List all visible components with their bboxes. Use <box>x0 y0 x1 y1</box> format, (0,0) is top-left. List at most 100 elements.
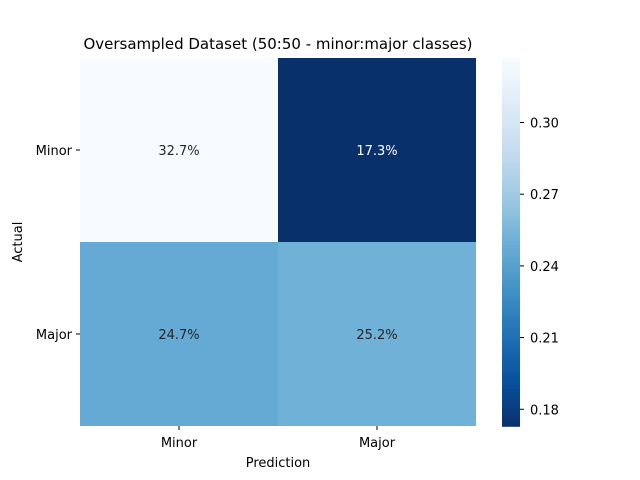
colorbar-segment <box>502 229 520 234</box>
colorbar-segment <box>502 85 520 90</box>
x-axis: Minor Major <box>161 426 396 451</box>
colorbar-segment <box>502 223 520 228</box>
colorbar-segment <box>502 266 520 271</box>
colorbar-segment <box>502 346 520 351</box>
colorbar-segment <box>502 220 520 225</box>
colorbar-segment <box>502 242 520 246</box>
colorbar-segment <box>502 401 520 406</box>
colorbar-segment <box>502 315 520 320</box>
colorbar-segment <box>502 386 520 390</box>
colorbar-segment <box>502 275 520 280</box>
colorbar-segment <box>502 349 520 354</box>
colorbar-segment <box>502 398 520 403</box>
colorbar-segment <box>502 79 520 84</box>
colorbar-segment <box>502 312 520 317</box>
colorbar-segment <box>502 373 520 378</box>
colorbar-segment <box>502 122 520 127</box>
colorbar-segment <box>502 116 520 121</box>
colorbar-segment <box>502 146 520 151</box>
chart-title: Oversampled Dataset (50:50 - minor:major… <box>83 35 472 53</box>
colorbar-segment <box>502 309 520 314</box>
colorbar-segment <box>502 128 520 133</box>
colorbar-segment <box>502 376 520 381</box>
colorbar-segment <box>502 180 520 185</box>
colorbar-segment <box>502 214 520 219</box>
colorbar-segment <box>502 153 520 157</box>
colorbar-segment <box>502 82 520 87</box>
colorbar-segment <box>502 245 520 249</box>
colorbar-segment <box>502 413 520 418</box>
colorbar-segment <box>502 113 520 118</box>
colorbar-segment <box>502 422 520 427</box>
colorbar-segment <box>502 251 520 256</box>
colorbar-tick-label: 0.24 <box>530 260 559 275</box>
colorbar-segment <box>502 380 520 384</box>
colorbar-segment <box>502 131 520 136</box>
colorbar-segment <box>502 389 520 394</box>
colorbar-segment <box>502 291 520 295</box>
colorbar-segment <box>502 410 520 415</box>
colorbar-segment <box>502 330 520 335</box>
colorbar-segment <box>502 150 520 154</box>
colorbar-segment <box>502 392 520 397</box>
colorbar-segment <box>502 192 520 197</box>
colorbar-segment <box>502 196 520 200</box>
colorbar-segment <box>502 97 520 102</box>
colorbar-segment <box>502 125 520 130</box>
colorbar-segment <box>502 263 520 268</box>
colorbar-segment <box>502 300 520 305</box>
heatmap-cell <box>80 58 278 242</box>
cell-value-label: 17.3% <box>356 144 397 159</box>
colorbar-segment <box>502 162 520 167</box>
colorbar-segment <box>502 119 520 124</box>
colorbar-segment <box>502 67 520 72</box>
colorbar-segment <box>502 76 520 81</box>
colorbar-segment <box>502 156 520 160</box>
colorbar-segment <box>502 238 520 243</box>
colorbar-segment <box>502 137 520 142</box>
colorbar-segment <box>502 419 520 424</box>
x-axis-label: Prediction <box>246 456 311 471</box>
colorbar-segment <box>502 294 520 298</box>
colorbar-segment <box>502 171 520 176</box>
colorbar-segment <box>502 303 520 308</box>
colorbar-tick-label: 0.30 <box>530 117 559 132</box>
colorbar-segment <box>502 159 520 164</box>
colorbar-segment <box>502 64 520 68</box>
x-tick-label: Minor <box>161 436 198 451</box>
colorbar-segment <box>502 324 520 329</box>
y-axis: Minor Major <box>36 144 80 343</box>
y-axis-label: Actual <box>11 222 26 263</box>
colorbar-segment <box>502 404 520 409</box>
colorbar-segment <box>502 416 520 421</box>
cell-value-label: 24.7% <box>158 328 199 343</box>
colorbar-segment <box>502 361 520 366</box>
colorbar-tick-label: 0.18 <box>530 403 559 418</box>
colorbar-segment <box>502 61 520 65</box>
colorbar-segment <box>502 281 520 286</box>
colorbar-tick-label: 0.21 <box>530 332 559 347</box>
colorbar-segment <box>502 211 520 216</box>
colorbar-segment <box>502 370 520 375</box>
colorbar-segment <box>502 58 520 62</box>
colorbar-segment <box>502 395 520 400</box>
colorbar-segment <box>502 134 520 139</box>
heatmap-cell <box>278 58 476 242</box>
cell-value-label: 32.7% <box>158 144 199 159</box>
colorbar-segment <box>502 205 520 210</box>
colorbar-segment <box>502 248 520 252</box>
colorbar-segment <box>502 88 520 93</box>
colorbar-segment <box>502 334 520 338</box>
colorbar-segment <box>502 343 520 348</box>
heatmap-cell <box>278 242 476 426</box>
colorbar-segment <box>502 321 520 326</box>
colorbar-segment <box>502 306 520 311</box>
colorbar-segment <box>502 260 520 265</box>
colorbar-segment <box>502 254 520 259</box>
colorbar-segment <box>502 110 520 114</box>
colorbar-segment <box>502 383 520 387</box>
colorbar-segment <box>502 140 520 145</box>
heatmap-cell <box>80 242 278 426</box>
colorbar-segment <box>502 143 520 148</box>
